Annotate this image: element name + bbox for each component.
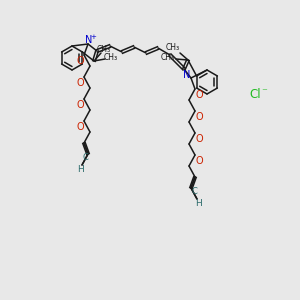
Text: N: N — [183, 70, 191, 80]
Text: ⁻: ⁻ — [261, 87, 267, 97]
Text: O: O — [195, 89, 203, 100]
Text: O: O — [195, 112, 203, 122]
Text: O: O — [195, 155, 203, 166]
Text: O: O — [76, 56, 84, 65]
Text: H: H — [78, 164, 84, 173]
Text: C: C — [191, 188, 197, 196]
Text: CH₃: CH₃ — [166, 44, 180, 52]
Text: Cl: Cl — [249, 88, 261, 101]
Text: O: O — [76, 122, 84, 131]
Text: O: O — [76, 100, 84, 110]
Text: CH₃: CH₃ — [161, 53, 175, 62]
Text: CH₃: CH₃ — [104, 53, 118, 62]
Text: O: O — [76, 77, 84, 88]
Text: +: + — [90, 34, 96, 40]
Text: H: H — [195, 199, 201, 208]
Text: CH₃: CH₃ — [97, 44, 111, 53]
Text: N: N — [85, 35, 93, 45]
Text: O: O — [195, 134, 203, 143]
Text: C: C — [82, 154, 88, 163]
